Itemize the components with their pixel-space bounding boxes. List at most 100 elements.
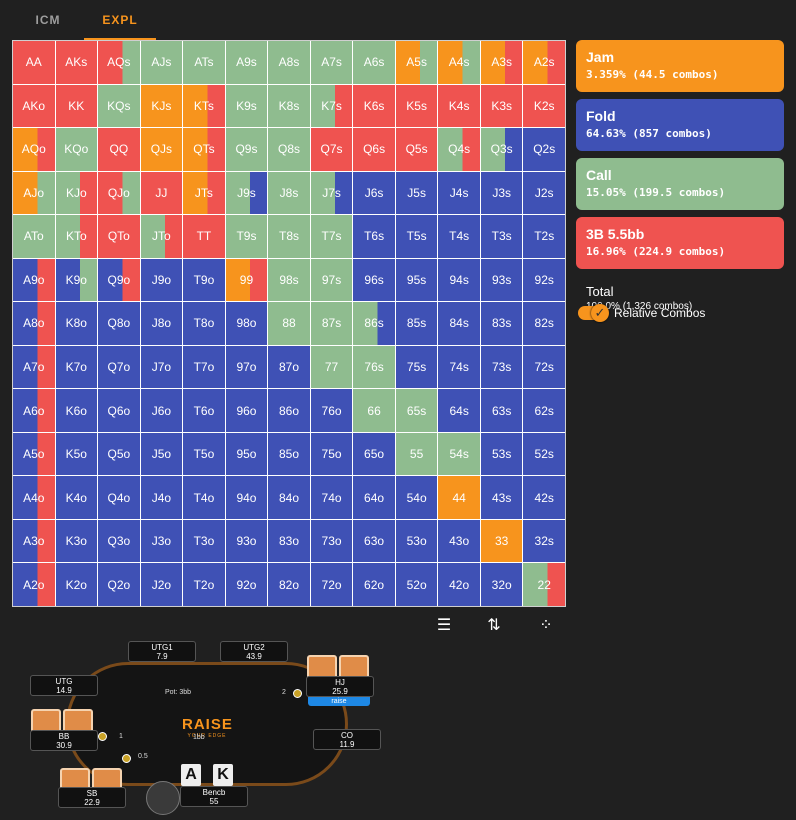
hand-cell[interactable]: T3s [480,215,523,258]
hand-cell[interactable]: 65o [353,432,395,476]
hand-cell[interactable]: Q5s [395,128,438,171]
hand-cell[interactable]: 94s [438,258,480,302]
seat-sb[interactable]: SB 22.9 [58,787,126,808]
hand-cell[interactable]: K4s [438,84,480,128]
hand-cell[interactable]: J6s [353,171,395,215]
hand-cell[interactable]: 74o [310,476,353,519]
hand-cell[interactable]: Q2o [98,563,140,606]
hand-cell[interactable]: Q8o [98,302,140,345]
hand-cell[interactable]: J3s [480,171,523,215]
hand-cell[interactable]: A5s [395,41,438,84]
hand-cell[interactable]: T5s [395,215,438,258]
hand-cell[interactable]: T9s [225,215,268,258]
sort-arrows-icon[interactable]: ⇅ [487,617,501,634]
hand-cell[interactable]: KJo [55,171,98,215]
hand-cell[interactable]: 72s [523,345,565,389]
hand-cell[interactable]: J7o [140,345,183,389]
hand-cell[interactable]: 98o [225,302,268,345]
hand-cell[interactable]: KJs [140,84,183,128]
hand-cell[interactable]: J4s [438,171,480,215]
hand-cell[interactable]: 92o [225,563,268,606]
hand-cell[interactable]: Q4o [98,476,140,519]
hand-cell[interactable]: 52s [523,432,565,476]
seat-utg1[interactable]: UTG1 7.9 [128,641,196,662]
hand-cell[interactable]: 33 [480,519,523,563]
hand-cell[interactable]: A7o [13,345,55,389]
hand-cell[interactable]: K3o [55,519,98,563]
hand-cell[interactable]: QJs [140,128,183,171]
list-icon[interactable]: ☰ [436,617,452,634]
hand-cell[interactable]: K2s [523,84,565,128]
hand-cell[interactable]: A8o [13,302,55,345]
hand-cell[interactable]: 64o [353,476,395,519]
hand-cell[interactable]: 83s [480,302,523,345]
hand-cell[interactable]: QQ [98,128,140,171]
hand-cell[interactable]: J9o [140,258,183,302]
hand-cell[interactable]: 32s [523,519,565,563]
tab-expl[interactable]: EXPL [84,0,156,40]
hand-cell[interactable]: 93s [480,258,523,302]
hand-cell[interactable]: 44 [438,476,480,519]
hand-cell[interactable]: KTs [183,84,225,128]
hand-cell[interactable]: A4o [13,476,55,519]
hand-cell[interactable]: A9s [225,41,268,84]
hand-cell[interactable]: 73s [480,345,523,389]
legend-card-fold[interactable]: Fold 64.63% (857 combos) [576,99,784,151]
hand-cell[interactable]: T8o [183,302,225,345]
hand-cell[interactable]: 84s [438,302,480,345]
hand-cell[interactable]: AQs [98,41,140,84]
hand-cell[interactable]: QTs [183,128,225,171]
hand-cell[interactable]: T6s [353,215,395,258]
hand-cell[interactable]: 52o [395,563,438,606]
hand-cell[interactable]: 87o [268,345,310,389]
hand-cell[interactable]: J3o [140,519,183,563]
hand-cell[interactable]: 98s [268,258,310,302]
hand-cell[interactable]: 42s [523,476,565,519]
hand-cell[interactable]: AJs [140,41,183,84]
hand-cell[interactable]: Q6o [98,389,140,432]
hand-cell[interactable]: 74s [438,345,480,389]
hand-cell[interactable]: J2s [523,171,565,215]
hand-cell[interactable]: KQo [55,128,98,171]
hand-cell[interactable]: JTo [140,215,183,258]
hand-cell[interactable]: KQs [98,84,140,128]
hand-cell[interactable]: 96s [353,258,395,302]
hand-cell[interactable]: J8o [140,302,183,345]
hand-cell[interactable]: 82o [268,563,310,606]
hand-cell[interactable]: T2s [523,215,565,258]
hand-cell[interactable]: 95o [225,432,268,476]
hand-cell[interactable]: Q3s [480,128,523,171]
hand-cell[interactable]: 66 [353,389,395,432]
hand-cell[interactable]: 72o [310,563,353,606]
hand-cell[interactable]: 53o [395,519,438,563]
hand-cell[interactable]: 87s [310,302,353,345]
hand-cell[interactable]: 97s [310,258,353,302]
tab-icm[interactable]: ICM [35,13,61,27]
hand-cell[interactable]: 65s [395,389,438,432]
hand-cell[interactable]: T5o [183,432,225,476]
hand-cell[interactable]: 82s [523,302,565,345]
hand-cell[interactable]: K8o [55,302,98,345]
hand-cell[interactable]: 62s [523,389,565,432]
hand-cell[interactable]: 43o [438,519,480,563]
seat-utg[interactable]: UTG 14.9 [30,675,98,696]
relative-combos-toggle[interactable]: ✓ Relative Combos [578,304,705,322]
hand-cell[interactable]: AQo [13,128,55,171]
hand-cell[interactable]: K7s [310,84,353,128]
hand-cell[interactable]: TT [183,215,225,258]
hand-cell[interactable]: J4o [140,476,183,519]
hand-cell[interactable]: A8s [268,41,310,84]
hand-cell[interactable]: 62o [353,563,395,606]
hand-cell[interactable]: Q7s [310,128,353,171]
hand-cell[interactable]: J6o [140,389,183,432]
hand-cell[interactable]: 88 [268,302,310,345]
hand-cell[interactable]: Q2s [523,128,565,171]
hand-cell[interactable]: KTo [55,215,98,258]
seat-hj[interactable]: HJ 25.9 [306,676,374,697]
hand-cell[interactable]: T3o [183,519,225,563]
toggle-switch[interactable]: ✓ [578,304,609,322]
hand-cell[interactable]: 96o [225,389,268,432]
hand-cell[interactable]: AKo [13,84,55,128]
hand-cell[interactable]: A6o [13,389,55,432]
hand-cell[interactable]: Q5o [98,432,140,476]
